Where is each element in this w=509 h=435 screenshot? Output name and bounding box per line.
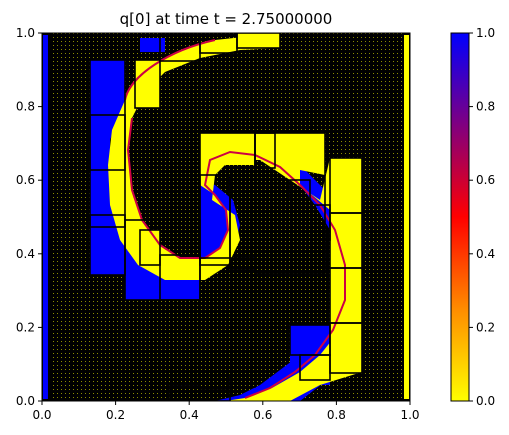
y-tick-label: 0.8 [16,100,35,114]
x-tick-label: 0.4 [180,408,199,422]
colorbar-tick-label: 0.2 [476,320,495,334]
colorbar-tick-label: 0.0 [476,394,495,408]
chart-title: q[0] at time t = 2.75000000 [120,10,333,28]
x-tick-label: 1.0 [400,408,419,422]
spiral-interface-edge [124,39,346,399]
colorbar-tick-label: 1.0 [476,26,495,40]
y-tick-label: 1.0 [16,26,35,40]
y-tick-label: 0.4 [16,247,35,261]
y-tick-label: 0.0 [16,394,35,408]
x-tick-label: 0.0 [32,408,51,422]
x-tick-label: 0.6 [253,408,272,422]
y-axis: 0.0 0.2 0.4 0.6 0.8 1.0 [16,26,42,408]
colorbar [450,32,470,402]
edge-checker-right [403,33,410,401]
x-tick-label: 0.2 [106,408,125,422]
blue-block-top-strip [140,38,165,52]
spiral-yellow-arm [108,33,362,401]
y-tick-label: 0.6 [16,173,35,187]
y-tick-label: 0.2 [16,320,35,334]
colorbar-tick-label: 0.8 [476,100,495,114]
yellow-block-3 [237,33,280,48]
edge-checker-left [42,33,50,401]
yellow-block-4 [200,133,255,165]
x-tick-label: 0.8 [327,408,346,422]
spiral-blue-region [90,60,350,401]
plot-area [42,33,410,401]
yellow-block-1 [135,60,160,108]
colorbar-axis: 0.0 0.2 0.4 0.6 0.8 1.0 [469,26,495,408]
yellow-block-5 [255,133,325,158]
yellow-block-2 [140,230,160,265]
x-axis: 0.0 0.2 0.4 0.6 0.8 1.0 [32,401,420,422]
colorbar-tick-label: 0.4 [476,247,495,261]
amr-patch-outlines [89,33,363,401]
plot-frame [41,32,411,402]
colorbar-tick-label: 0.6 [476,173,495,187]
